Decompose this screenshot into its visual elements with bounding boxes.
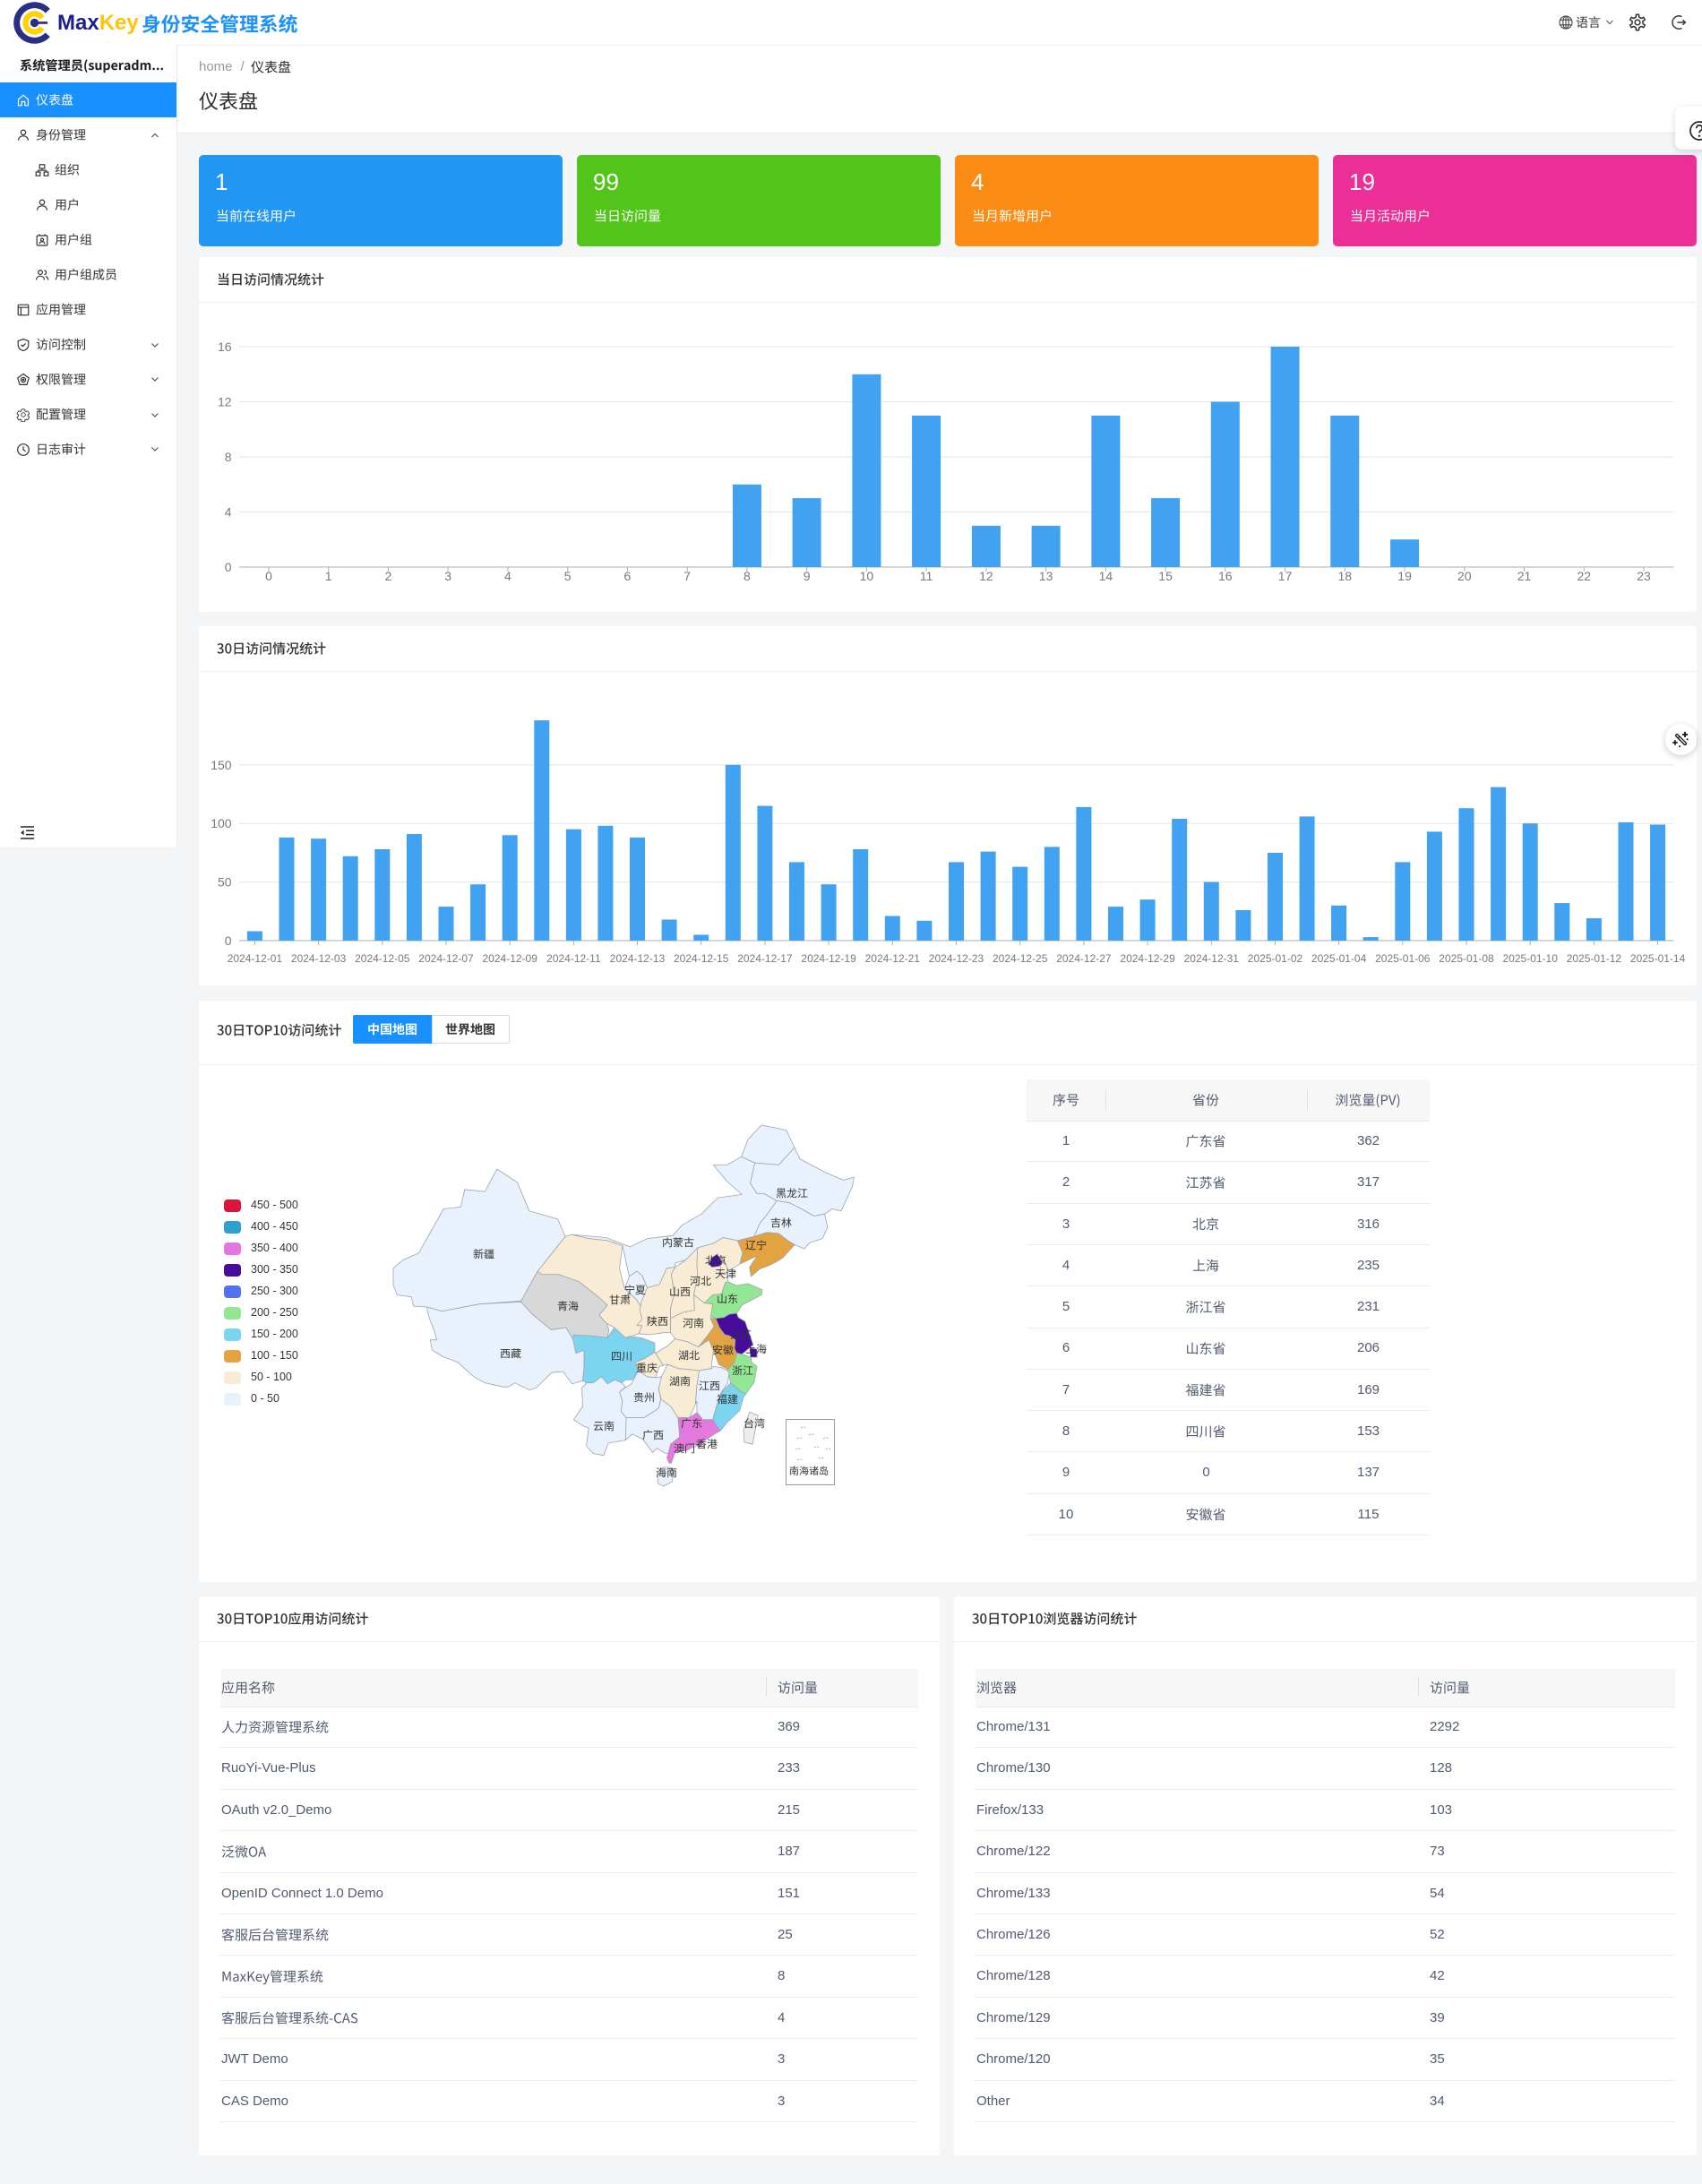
svg-text:2025-01-06: 2025-01-06 bbox=[1375, 952, 1431, 965]
svg-text:2024-12-29: 2024-12-29 bbox=[1120, 952, 1175, 965]
svg-text:23: 23 bbox=[1637, 569, 1651, 583]
svg-text:2025-01-14: 2025-01-14 bbox=[1630, 952, 1686, 965]
svg-text:2024-12-09: 2024-12-09 bbox=[483, 952, 538, 965]
svg-text:7: 7 bbox=[683, 569, 691, 583]
svg-text:6: 6 bbox=[624, 569, 632, 583]
svg-text:0: 0 bbox=[265, 569, 272, 583]
svg-text:12: 12 bbox=[218, 395, 232, 409]
svg-text:2024-12-11: 2024-12-11 bbox=[546, 952, 601, 965]
svg-text:8: 8 bbox=[744, 569, 751, 583]
svg-text:2024-12-05: 2024-12-05 bbox=[355, 952, 410, 965]
svg-text:2024-12-19: 2024-12-19 bbox=[801, 952, 856, 965]
svg-text:5: 5 bbox=[564, 569, 572, 583]
svg-text:16: 16 bbox=[218, 340, 232, 354]
svg-text:4: 4 bbox=[504, 569, 511, 583]
svg-text:15: 15 bbox=[1158, 569, 1173, 583]
svg-text:3: 3 bbox=[444, 569, 451, 583]
svg-text:2: 2 bbox=[385, 569, 392, 583]
svg-text:150: 150 bbox=[211, 758, 232, 772]
svg-text:9: 9 bbox=[804, 569, 811, 583]
svg-text:2025-01-10: 2025-01-10 bbox=[1503, 952, 1559, 965]
svg-text:8: 8 bbox=[225, 450, 232, 464]
svg-text:2024-12-15: 2024-12-15 bbox=[674, 952, 729, 965]
svg-text:0: 0 bbox=[225, 933, 232, 948]
svg-text:14: 14 bbox=[1099, 569, 1113, 583]
svg-text:2024-12-23: 2024-12-23 bbox=[929, 952, 984, 965]
svg-text:12: 12 bbox=[979, 569, 993, 583]
svg-text:11: 11 bbox=[920, 569, 933, 583]
svg-text:2024-12-25: 2024-12-25 bbox=[993, 952, 1048, 965]
svg-text:13: 13 bbox=[1039, 569, 1053, 583]
svg-text:2025-01-12: 2025-01-12 bbox=[1567, 952, 1622, 965]
svg-text:2024-12-13: 2024-12-13 bbox=[610, 952, 666, 965]
svg-text:2024-12-31: 2024-12-31 bbox=[1184, 952, 1240, 965]
svg-text:17: 17 bbox=[1278, 569, 1293, 583]
svg-text:19: 19 bbox=[1397, 569, 1412, 583]
svg-text:0: 0 bbox=[225, 560, 232, 574]
svg-text:2024-12-07: 2024-12-07 bbox=[418, 952, 474, 965]
svg-text:4: 4 bbox=[225, 505, 232, 520]
svg-text:2025-01-08: 2025-01-08 bbox=[1439, 952, 1494, 965]
svg-text:18: 18 bbox=[1338, 569, 1353, 583]
svg-text:50: 50 bbox=[218, 875, 232, 890]
svg-text:10: 10 bbox=[860, 569, 874, 583]
svg-text:100: 100 bbox=[211, 816, 232, 830]
svg-text:2024-12-21: 2024-12-21 bbox=[865, 952, 921, 965]
svg-text:2024-12-03: 2024-12-03 bbox=[291, 952, 347, 965]
svg-text:20: 20 bbox=[1457, 569, 1472, 583]
svg-text:2025-01-04: 2025-01-04 bbox=[1311, 952, 1367, 965]
svg-text:2024-12-27: 2024-12-27 bbox=[1056, 952, 1112, 965]
svg-text:22: 22 bbox=[1577, 569, 1592, 583]
svg-text:16: 16 bbox=[1218, 569, 1233, 583]
svg-text:2024-12-17: 2024-12-17 bbox=[737, 952, 793, 965]
svg-text:2024-12-01: 2024-12-01 bbox=[228, 952, 283, 965]
svg-text:2025-01-02: 2025-01-02 bbox=[1248, 952, 1303, 965]
svg-text:1: 1 bbox=[325, 569, 332, 583]
svg-text:21: 21 bbox=[1517, 569, 1532, 583]
